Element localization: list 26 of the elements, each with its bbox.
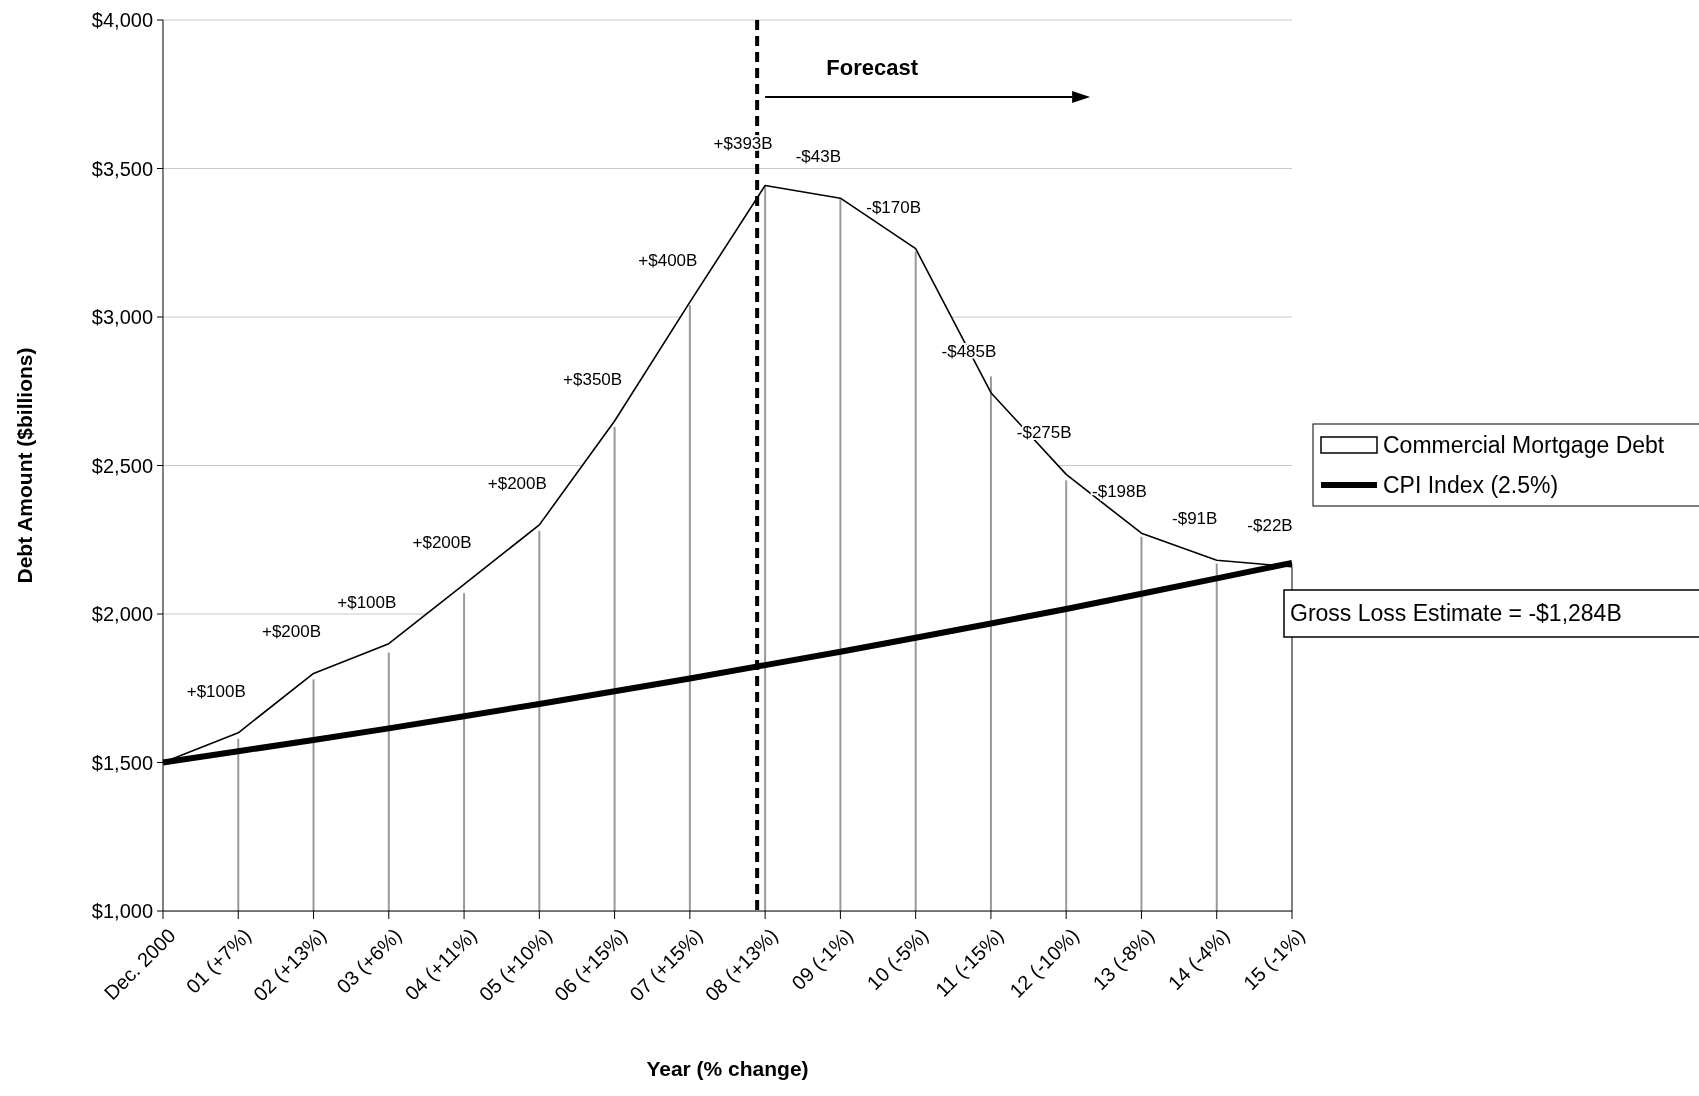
annotation: +$393B: [713, 134, 773, 154]
y-tick-label: $3,000: [91, 306, 153, 328]
annotation: -$198B: [1092, 482, 1147, 502]
y-axis-title: Debt Amount ($billions): [13, 347, 36, 584]
annotation: +$200B: [412, 533, 472, 553]
annotation: +$100B: [337, 592, 397, 612]
annotation: +$350B: [563, 369, 623, 389]
y-tick-label: $2,000: [91, 603, 153, 625]
annotation: +$100B: [186, 681, 246, 701]
y-tick-label: $4,000: [91, 9, 153, 31]
y-tick-label: $2,500: [91, 454, 153, 477]
annotation: -$22B: [1247, 515, 1293, 535]
annotation: +$200B: [487, 473, 547, 493]
y-tick-label: $1,000: [91, 900, 153, 922]
annotation: -$170B: [866, 197, 922, 217]
annotation: -$91B: [1172, 509, 1218, 529]
y-tick-label: $3,500: [91, 157, 153, 180]
annotation: -$43B: [795, 147, 842, 167]
annotation: +$200B: [261, 622, 322, 642]
legend-label: Commercial Mortgage Debt: [1383, 432, 1665, 459]
y-tick-label: $1,500: [91, 751, 153, 774]
x-axis-title: Year (% change): [646, 1057, 809, 1080]
annotation: Forecast: [826, 55, 919, 80]
annotation: Gross Loss Estimate = -$1,284B: [1290, 600, 1622, 627]
annotation: +$400B: [638, 251, 698, 271]
legend-label: CPI Index (2.5%): [1383, 472, 1559, 499]
